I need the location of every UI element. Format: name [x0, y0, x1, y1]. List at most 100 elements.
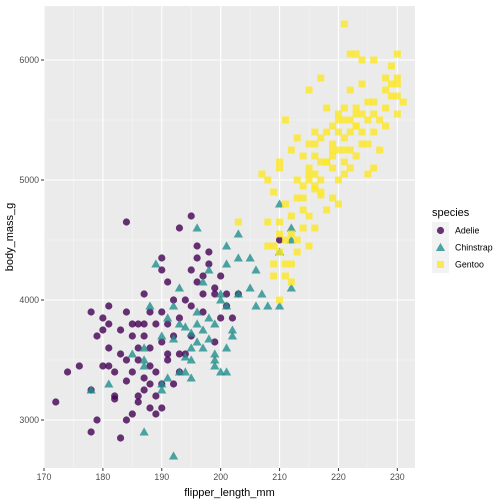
data-point-gentoo — [393, 92, 401, 100]
data-point-gentoo — [382, 104, 390, 112]
data-point-chinstrap — [186, 355, 196, 364]
data-point-gentoo — [276, 158, 284, 166]
data-point-adelie — [158, 254, 166, 262]
data-point-chinstrap — [198, 343, 208, 352]
data-point-gentoo — [382, 74, 390, 82]
data-point-adelie — [181, 296, 189, 304]
y-tick-label: 6000 — [19, 55, 39, 65]
data-point-adelie — [99, 314, 107, 322]
data-point-adelie — [52, 398, 60, 406]
data-point-gentoo — [317, 188, 325, 196]
data-point-adelie — [193, 278, 201, 286]
y-tick-label: 5000 — [19, 175, 39, 185]
data-point-chinstrap — [192, 319, 202, 328]
data-point-adelie — [187, 212, 195, 220]
data-point-chinstrap — [274, 301, 285, 310]
data-point-gentoo — [293, 248, 301, 256]
data-point-chinstrap — [221, 259, 232, 268]
data-point-adelie — [175, 224, 184, 232]
data-point-adelie — [164, 350, 172, 358]
data-point-adelie — [152, 320, 160, 328]
data-point-chinstrap — [168, 301, 179, 310]
data-point-adelie — [134, 356, 142, 364]
data-point-chinstrap — [198, 325, 208, 334]
data-point-gentoo — [364, 116, 372, 124]
data-point-gentoo — [276, 218, 284, 226]
data-point-adelie — [175, 314, 184, 322]
data-point-gentoo — [299, 206, 307, 214]
data-point-gentoo — [281, 200, 289, 208]
data-point-gentoo — [323, 206, 331, 214]
data-point-chinstrap — [286, 283, 296, 292]
data-point-adelie — [105, 302, 113, 310]
data-point-gentoo — [311, 140, 319, 148]
data-point-adelie — [211, 338, 219, 346]
data-point-chinstrap — [221, 301, 232, 310]
data-point-gentoo — [340, 170, 348, 178]
data-point-adelie — [116, 350, 125, 358]
data-point-gentoo — [340, 134, 348, 142]
data-point-gentoo — [376, 146, 384, 154]
data-point-gentoo — [293, 194, 301, 202]
data-point-gentoo — [352, 152, 360, 160]
data-point-gentoo — [358, 128, 366, 136]
plot-panel — [44, 6, 415, 468]
data-point-chinstrap — [233, 289, 243, 298]
data-point-gentoo — [393, 80, 401, 88]
legend: species Adelie Chinstrap Gentoo — [432, 207, 493, 273]
data-point-adelie — [175, 350, 184, 358]
data-point-gentoo — [281, 260, 289, 268]
data-point-gentoo — [270, 260, 278, 268]
data-point-chinstrap — [157, 331, 167, 340]
data-point-chinstrap — [198, 277, 208, 286]
data-point-adelie — [140, 332, 148, 340]
data-point-gentoo — [270, 272, 278, 280]
data-point-chinstrap — [216, 289, 226, 298]
data-point-gentoo — [358, 140, 366, 148]
data-point-chinstrap — [180, 322, 190, 331]
legend-title: species — [432, 207, 470, 219]
data-point-adelie — [228, 314, 237, 322]
data-point-gentoo — [317, 176, 325, 184]
data-point-chinstrap — [186, 343, 196, 352]
data-point-adelie — [122, 416, 131, 424]
data-point-gentoo — [293, 236, 301, 244]
data-point-gentoo — [382, 86, 390, 94]
data-point-chinstrap — [245, 283, 255, 292]
data-point-adelie — [128, 368, 136, 376]
data-point-gentoo — [317, 74, 325, 82]
data-point-adelie — [146, 362, 154, 370]
data-point-adelie — [158, 404, 166, 412]
data-point-gentoo — [276, 296, 284, 304]
data-point-chinstrap — [251, 301, 261, 310]
data-point-gentoo — [299, 152, 307, 160]
data-point-adelie — [87, 308, 95, 316]
data-point-adelie — [140, 374, 148, 382]
data-point-gentoo — [334, 200, 342, 208]
data-point-gentoo — [329, 152, 337, 160]
data-point-gentoo — [352, 122, 360, 130]
data-point-adelie — [146, 308, 154, 316]
data-point-gentoo — [276, 164, 284, 172]
data-point-gentoo — [264, 218, 272, 226]
x-tick-label: 170 — [37, 472, 52, 482]
data-point-adelie — [275, 236, 284, 244]
data-point-gentoo — [311, 128, 319, 136]
data-point-chinstrap — [257, 289, 267, 298]
data-point-adelie — [116, 434, 125, 442]
data-point-gentoo — [370, 110, 378, 118]
data-point-gentoo — [305, 176, 313, 184]
data-point-adelie — [199, 272, 207, 280]
data-point-gentoo — [258, 170, 266, 178]
data-point-adelie — [158, 266, 166, 274]
data-point-gentoo — [287, 212, 295, 220]
data-point-chinstrap — [210, 355, 220, 364]
data-point-chinstrap — [139, 427, 149, 436]
data-point-adelie — [205, 260, 213, 268]
data-point-adelie — [140, 320, 148, 328]
data-point-gentoo — [287, 278, 295, 286]
y-axis-title: body_mass_g — [4, 203, 16, 272]
data-point-gentoo — [340, 104, 348, 112]
legend-label-gentoo: Gentoo — [455, 260, 484, 270]
